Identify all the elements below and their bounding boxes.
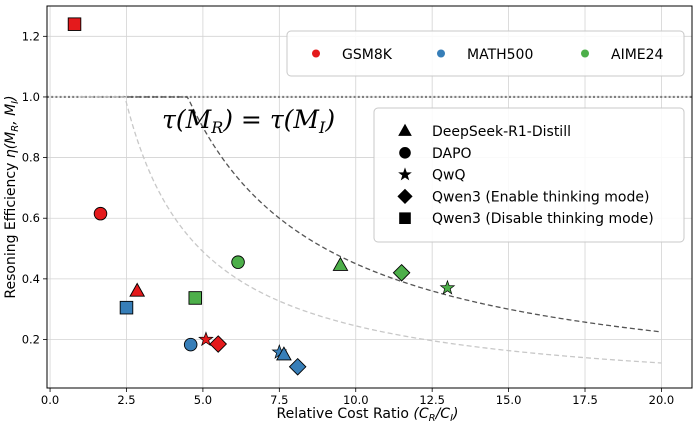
- model-legend-marker-qwq: [398, 167, 412, 181]
- model-legend-label-qwen3-disable-thinking-mode: Qwen3 (Disable thinking mode): [432, 211, 654, 227]
- point-aime24-qwq: [439, 279, 456, 295]
- x-tick-label-0: 0.0: [41, 393, 59, 407]
- point-gsm8k-qwq: [198, 331, 214, 347]
- y-axis-symbol: η(MR​, MI​): [3, 95, 21, 158]
- point-math500-dapo: [183, 337, 198, 352]
- model-legend-marker-dapo: [399, 146, 411, 159]
- dataset-legend-marker-aime24: [581, 49, 589, 58]
- model-legend-marker-qwen3-enable-thinking-mode: [397, 188, 413, 205]
- y-tick-label-1: 0.4: [22, 272, 40, 286]
- point-math500-deepseek-r1-distill: [276, 346, 292, 361]
- model-legend-label-deepseek-r1-distill: DeepSeek-R1-Distill: [432, 124, 571, 140]
- point-gsm8k-qwen3-disable-thinking-mode: [67, 17, 82, 31]
- point-gsm8k-deepseek-r1-distill: [129, 282, 146, 297]
- y-tick-label-3: 0.8: [22, 151, 40, 165]
- x-tick-label-7: 17.5: [572, 393, 598, 407]
- x-tick-label-2: 5.0: [194, 393, 212, 407]
- x-axis-label: Relative Cost Ratio (CR​/CI​): [276, 406, 458, 424]
- model-legend-label-qwen3-enable-thinking-mode: Qwen3 (Enable thinking mode): [432, 189, 649, 205]
- point-aime24-qwen3-enable-thinking-mode: [392, 263, 411, 282]
- dataset-legend-marker-math500: [437, 49, 445, 58]
- plot-frame: [46, 5, 693, 389]
- x-tick-label-3: 7.5: [270, 393, 288, 407]
- efficiency-curve-0: [80, 96, 662, 333]
- x-axis-symbol: (CR​/CI​): [413, 406, 458, 424]
- point-gsm8k-dapo: [93, 206, 108, 221]
- y-tick-label-2: 0.6: [22, 211, 40, 225]
- dataset-legend-label-math500: MATH500: [467, 47, 533, 63]
- model-legend-marker-deepseek-r1-distill: [398, 123, 412, 136]
- y-tick-label-0: 0.2: [22, 332, 40, 346]
- axis-ticks: 0.0 2.5 5.0 7.5 10.0 12.5 15.0 17.5 20.0 0.2 0.4 0.…: [22, 29, 675, 407]
- point-aime24-qwen3-disable-thinking-mode: [188, 291, 203, 305]
- equality-annotation: τ(MR​) = τ(MI​): [162, 105, 335, 137]
- dataset-legend-label-aime24: AIME24: [611, 47, 664, 63]
- efficiency-curve-1: [80, 96, 662, 364]
- model-legend-marker-qwen3-disable-thinking-mode: [399, 212, 411, 225]
- x-tick-label-8: 20.0: [649, 393, 675, 407]
- dataset-legend-box: [286, 30, 685, 77]
- data-points: [67, 17, 456, 376]
- point-math500-qwen3-enable-thinking-mode: [288, 357, 307, 376]
- point-gsm8k-qwen3-enable-thinking-mode: [209, 335, 228, 353]
- model-legend-label-qwq: QwQ: [432, 168, 466, 184]
- y-axis-label: Resoning Efficiency η(MR​, MI​): [3, 95, 21, 298]
- point-aime24-dapo: [231, 255, 245, 269]
- x-tick-label-1: 2.5: [117, 393, 135, 407]
- model-legend: DeepSeek-R1-Distill DAPO QwQ Qwen3 (Enable …: [373, 107, 685, 243]
- x-tick-label-4: 10.0: [343, 393, 369, 407]
- y-tick-label-5: 1.2: [22, 29, 40, 43]
- x-tick-label-6: 15.0: [496, 393, 522, 407]
- point-math500-qwen3-disable-thinking-mode: [119, 300, 134, 315]
- point-aime24-deepseek-r1-distill: [332, 256, 349, 271]
- model-legend-box: [373, 107, 685, 243]
- model-legend-label-dapo: DAPO: [432, 146, 472, 162]
- y-tick-label-4: 1.0: [22, 90, 40, 104]
- reference-curves: [47, 95, 692, 364]
- dataset-legend-label-gsm8k: GSM8K: [342, 47, 393, 63]
- dataset-legend: GSM8K MATH500 AIME24: [286, 30, 685, 77]
- dataset-legend-marker-gsm8k: [312, 49, 320, 58]
- x-tick-label-5: 12.5: [419, 393, 445, 407]
